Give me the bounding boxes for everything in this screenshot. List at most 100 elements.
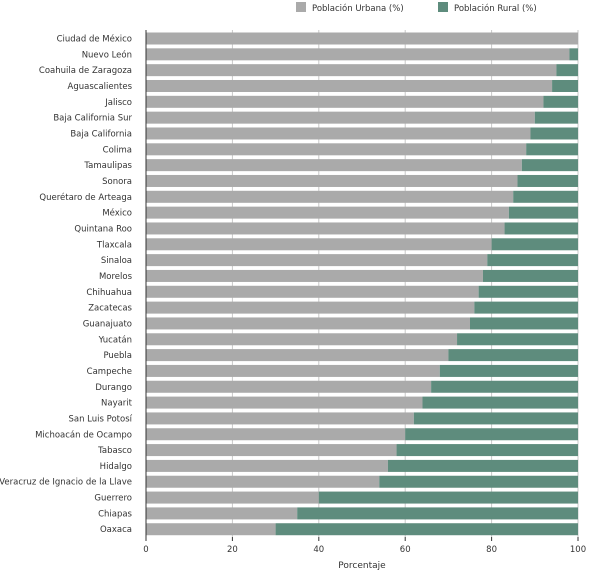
category-label: Quintana Roo xyxy=(74,224,132,234)
bar-urban xyxy=(146,380,432,393)
category-label: Nuevo León xyxy=(82,49,132,60)
bar-urban xyxy=(146,64,557,77)
bar-urban xyxy=(146,238,492,251)
bar-urban xyxy=(146,143,527,156)
bar-rural xyxy=(297,507,578,520)
category-label: Sinaloa xyxy=(101,256,132,266)
category-label: Chiapas xyxy=(98,509,132,519)
bar-urban xyxy=(146,475,380,488)
x-tick-label: 20 xyxy=(227,545,238,555)
bar-rural xyxy=(526,143,578,156)
category-label: Coahuila de Zaragoza xyxy=(39,66,132,76)
bar-rural xyxy=(530,127,578,140)
bar-rural xyxy=(413,412,578,425)
bar-rural xyxy=(379,475,578,488)
category-label: Durango xyxy=(95,383,132,393)
category-label: Nayarit xyxy=(101,399,133,409)
bar-rural xyxy=(457,333,578,346)
bar-rural xyxy=(318,491,578,504)
bar-urban xyxy=(146,396,423,409)
legend-swatch-rural xyxy=(438,2,448,12)
bar-urban xyxy=(146,190,514,203)
category-label: Baja California Sur xyxy=(53,114,132,124)
category-label: Tamaulipas xyxy=(83,161,132,171)
bars xyxy=(146,32,578,536)
legend: Población Urbana (%) Población Rural (%) xyxy=(296,2,537,14)
bar-urban xyxy=(146,269,483,282)
category-label: Zacatecas xyxy=(88,304,132,314)
bar-urban xyxy=(146,412,414,425)
x-tick-label: 60 xyxy=(400,545,411,555)
bar-rural xyxy=(487,254,578,267)
bar-rural xyxy=(552,79,578,92)
x-tick-label: 80 xyxy=(486,545,497,555)
bar-urban xyxy=(146,301,475,314)
legend-label: Población Urbana (%) xyxy=(312,3,404,14)
bar-urban xyxy=(146,285,479,298)
bar-rural xyxy=(569,48,578,61)
bar-rural xyxy=(491,238,578,251)
bar-urban xyxy=(146,48,570,61)
category-label: Baja California xyxy=(70,129,132,139)
x-tick-label: 0 xyxy=(143,545,148,555)
category-label: Veracruz de Ignacio de la Llave xyxy=(0,478,132,488)
category-label: Guanajuato xyxy=(83,319,132,329)
x-axis: 0 20 40 60 80 100 xyxy=(143,537,586,555)
category-label: Sonora xyxy=(102,177,132,187)
legend-label: Población Rural (%) xyxy=(454,3,537,14)
bar-rural xyxy=(478,285,578,298)
bar-rural xyxy=(508,206,578,219)
bar-rural xyxy=(521,159,578,172)
bar-rural xyxy=(482,269,578,282)
bar-urban xyxy=(146,444,397,457)
bar-rural xyxy=(556,64,578,77)
bar-urban xyxy=(146,349,449,362)
bar-urban xyxy=(146,174,518,187)
category-label: Querétaro de Arteaga xyxy=(39,192,132,203)
category-label: Campeche xyxy=(87,367,132,377)
category-label: Morelos xyxy=(99,272,133,282)
bar-urban xyxy=(146,127,531,140)
bar-rural xyxy=(513,190,578,203)
bar-urban xyxy=(146,491,319,504)
bar-urban xyxy=(146,254,488,267)
bar-urban xyxy=(146,507,298,520)
bar-rural xyxy=(439,364,578,377)
category-label: Ciudad de México xyxy=(57,34,132,45)
bar-urban xyxy=(146,95,544,108)
bar-rural xyxy=(470,317,578,330)
bar-urban xyxy=(146,428,406,441)
bar-rural xyxy=(448,349,578,362)
x-tick-label: 40 xyxy=(313,545,324,555)
bar-urban xyxy=(146,333,458,346)
category-label: Chihuahua xyxy=(86,288,132,298)
category-label: Guerrero xyxy=(94,494,132,504)
bar-rural xyxy=(387,459,578,472)
category-label: Aguascalientes xyxy=(68,82,133,92)
bar-urban xyxy=(146,222,505,235)
category-label: Michoacán de Ocampo xyxy=(35,430,132,440)
category-labels: Ciudad de México Nuevo León Coahuila de Za… xyxy=(0,34,133,536)
x-tick-label: 100 xyxy=(570,545,586,555)
legend-swatch-urban xyxy=(296,2,306,12)
category-label: Yucatán xyxy=(98,335,132,345)
bar-urban xyxy=(146,79,553,92)
bar-urban xyxy=(146,206,509,219)
bar-rural xyxy=(431,380,578,393)
category-label: Hidalgo xyxy=(100,462,132,472)
bar-rural xyxy=(543,95,578,108)
bar-urban xyxy=(146,111,535,124)
category-label: Oaxaca xyxy=(100,525,132,535)
x-axis-title: Porcentaje xyxy=(338,561,386,571)
category-label: Tlaxcala xyxy=(96,240,132,250)
bar-urban xyxy=(146,364,440,377)
category-label: México xyxy=(102,208,132,219)
bar-urban xyxy=(146,459,388,472)
bar-urban xyxy=(146,159,522,172)
bar-rural xyxy=(504,222,578,235)
category-label: Puebla xyxy=(103,351,132,361)
category-label: San Luis Potosí xyxy=(68,414,132,424)
bar-rural xyxy=(405,428,578,441)
bar-rural xyxy=(396,444,578,457)
